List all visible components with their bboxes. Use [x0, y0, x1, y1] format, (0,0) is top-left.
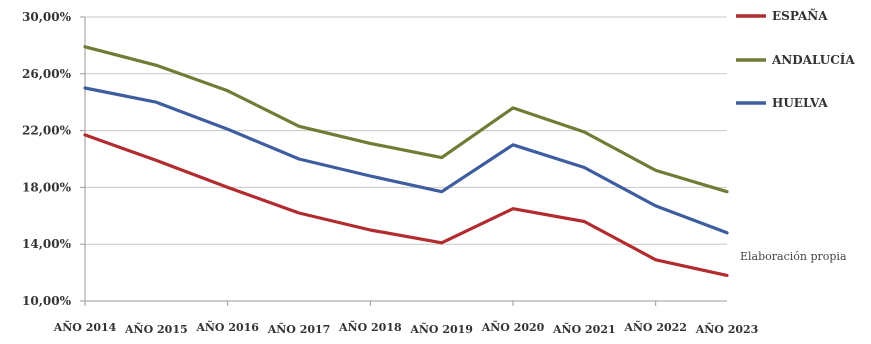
x-tick-label: AÑO 2022	[623, 320, 687, 334]
x-tick-label: AÑO 2014	[53, 320, 117, 334]
x-tick-labels: AÑO 2014 AÑO 2015 AÑO 2016 AÑO 2017 AÑO 2018…	[53, 320, 759, 336]
series-line-españa	[83, 133, 729, 277]
legend-label: HUELVA	[772, 96, 828, 110]
x-tick-label: AÑO 2016	[195, 320, 259, 334]
source-note: Elaboración propia	[740, 250, 847, 263]
x-tick-label: AÑO 2023	[695, 322, 759, 336]
y-tick-label: 22,00%	[22, 124, 72, 138]
x-tick-label: AÑO 2018	[338, 320, 402, 334]
axes	[80, 16, 727, 306]
y-tick-label: 10,00%	[22, 294, 72, 308]
y-tick-label: 26,00%	[22, 67, 72, 81]
y-tick-label: 14,00%	[22, 237, 72, 251]
legend-label: ESPAÑA	[772, 8, 828, 23]
y-tick-label: 30,00%	[22, 10, 72, 24]
series-lines	[83, 45, 729, 277]
y-tick-label: 18,00%	[22, 180, 72, 194]
x-tick-label: AÑO 2019	[409, 322, 473, 336]
series-line-huelva	[83, 86, 729, 235]
legend: ESPAÑA ANDALUCÍA HUELVA	[736, 8, 855, 110]
x-tick-label: AÑO 2021	[552, 322, 616, 336]
x-tick-label: AÑO 2015	[124, 322, 188, 336]
x-tick-label: AÑO 2017	[267, 322, 331, 336]
gridlines	[85, 16, 727, 302]
x-tick-label: AÑO 2020	[481, 320, 545, 334]
series-line-andalucía	[83, 45, 729, 194]
y-tick-labels: 10,00% 14,00% 18,00% 22,00% 26,00% 30,00%	[22, 10, 72, 308]
legend-label: ANDALUCÍA	[771, 52, 855, 67]
